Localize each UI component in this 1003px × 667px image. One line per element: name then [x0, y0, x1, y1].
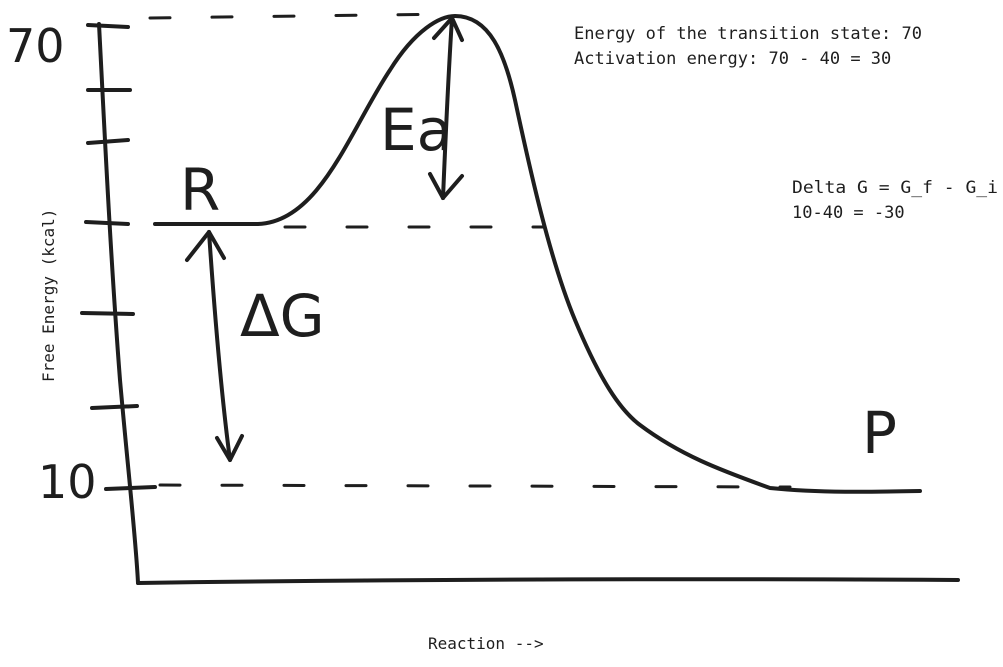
delta-g-label: ΔG [240, 282, 325, 350]
y-tick-20 [90, 404, 139, 410]
y-axis-top-value: 70 [6, 19, 65, 73]
activation-energy-arrow [428, 16, 464, 200]
ea-arrow-shaft [441, 16, 454, 200]
x-axis-line [136, 577, 960, 585]
y-axis-bottom-value: 10 [38, 455, 97, 509]
activation-energy-label: Ea [380, 96, 452, 164]
y-tick-30 [80, 311, 135, 316]
delta-g-formula-note: Delta G = G_f - G_i [792, 178, 998, 198]
dg-arrow-head-bottom [215, 434, 244, 462]
product-label: P [862, 399, 897, 467]
y-tick-10 [104, 485, 157, 491]
delta-g-calc-note: 10-40 = -30 [792, 203, 905, 223]
transition-state-dashed-line [148, 12, 454, 20]
x-axis-label: Reaction --> [428, 634, 544, 653]
y-axis-label: Free Energy (kcal) [39, 209, 58, 382]
y-axis-ticks [80, 23, 157, 491]
y-tick-40 [84, 220, 130, 226]
reaction-energy-curve [153, 14, 922, 494]
y-tick-70 [86, 23, 130, 29]
delta-g-arrow [185, 230, 244, 462]
reactant-label: R [180, 156, 220, 224]
y-axis-line [97, 22, 140, 585]
transition-state-note: Energy of the transition state: 70 [574, 24, 922, 44]
product-energy-dashed-line [158, 483, 792, 489]
activation-energy-note: Activation energy: 70 - 40 = 30 [574, 49, 891, 69]
y-tick-50 [86, 138, 130, 145]
ea-arrow-head-bottom [428, 172, 464, 200]
dg-arrow-head-top [185, 230, 226, 262]
dg-arrow-shaft [207, 230, 232, 462]
ea-arrow-head-top [432, 16, 464, 42]
